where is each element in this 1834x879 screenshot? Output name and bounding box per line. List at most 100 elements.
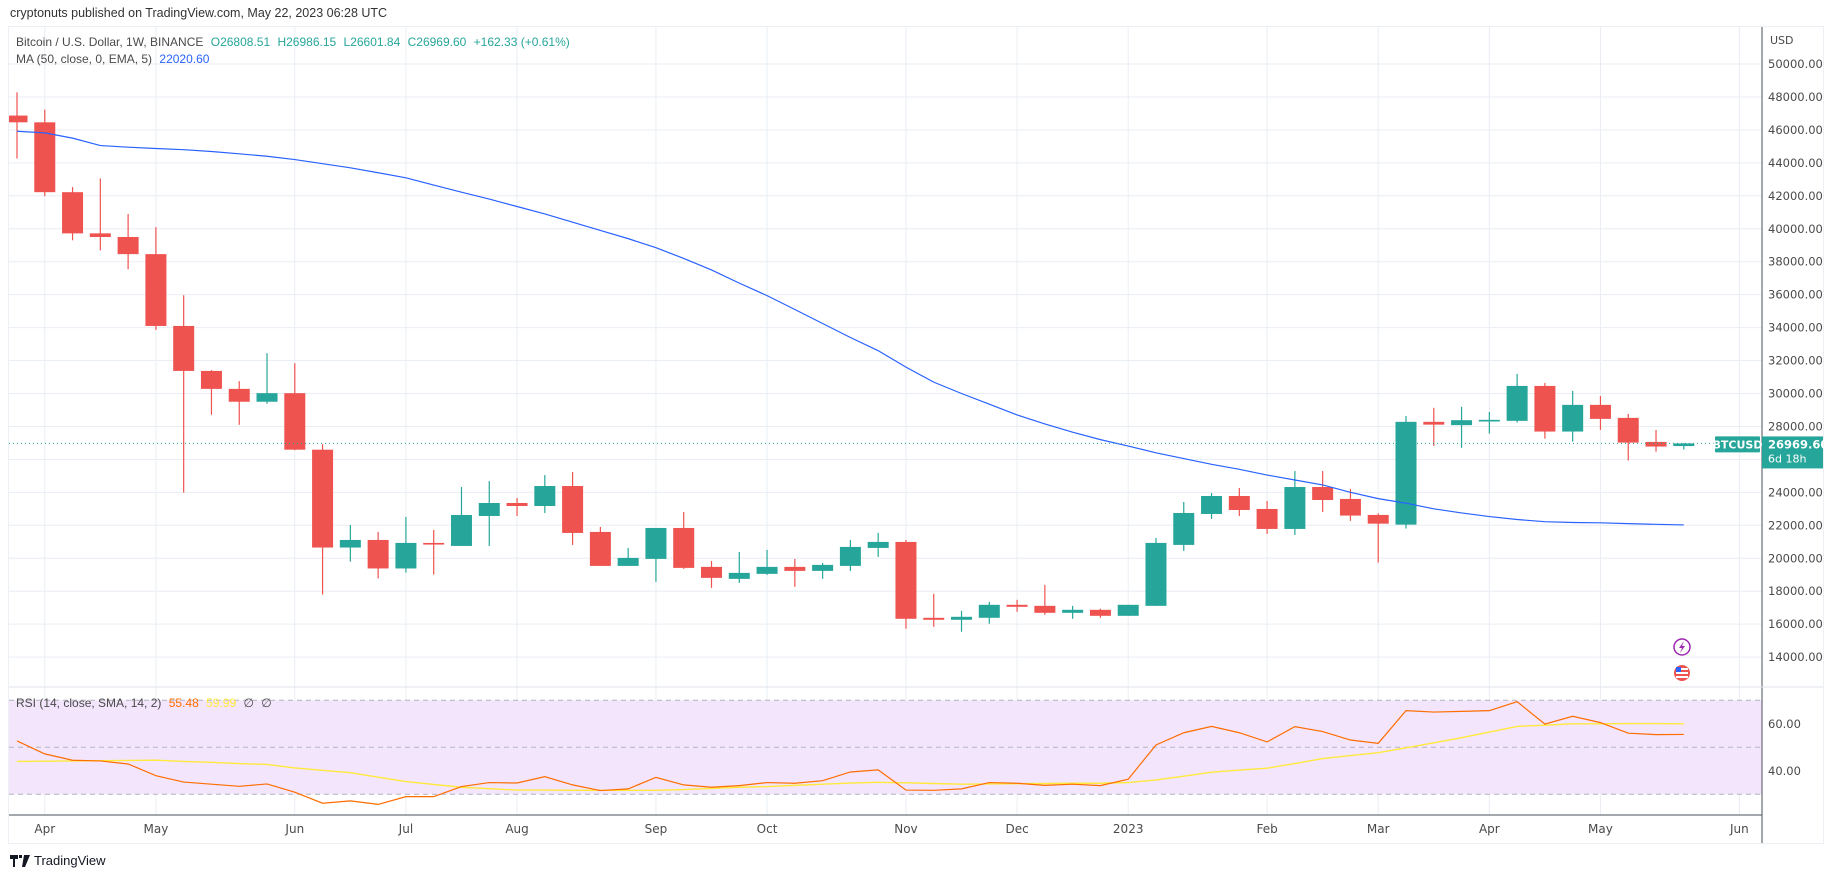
price-tick-label: 32000.00 bbox=[1768, 354, 1823, 368]
candle-60[interactable] bbox=[1673, 443, 1695, 450]
candle-body bbox=[1201, 496, 1223, 514]
price-tick-label: 50000.00 bbox=[1768, 57, 1823, 71]
candle-23[interactable] bbox=[645, 527, 667, 582]
candle-51[interactable] bbox=[1423, 407, 1445, 446]
candle-43[interactable] bbox=[1201, 493, 1223, 519]
candle-34[interactable] bbox=[951, 610, 973, 632]
candle-41[interactable] bbox=[1145, 537, 1167, 606]
candle-44[interactable] bbox=[1228, 488, 1250, 516]
close-value: C26969.60 bbox=[407, 35, 467, 49]
candle-3[interactable] bbox=[89, 178, 111, 251]
candle-12[interactable] bbox=[339, 524, 361, 562]
candle-50[interactable] bbox=[1395, 415, 1417, 529]
candle-9[interactable] bbox=[256, 353, 278, 404]
candle-8[interactable] bbox=[228, 381, 250, 425]
candle-39[interactable] bbox=[1089, 608, 1111, 618]
candle-33[interactable] bbox=[923, 593, 945, 627]
candle-56[interactable] bbox=[1562, 390, 1584, 442]
candle-body bbox=[951, 616, 973, 620]
candle-49[interactable] bbox=[1367, 513, 1389, 563]
high-value: H26986.15 bbox=[277, 35, 337, 49]
candle-54[interactable] bbox=[1506, 373, 1528, 423]
candle-5[interactable] bbox=[145, 227, 167, 330]
candle-body bbox=[173, 325, 195, 371]
price-tick-label: 48000.00 bbox=[1768, 90, 1823, 104]
candle-30[interactable] bbox=[839, 539, 861, 571]
candle-0[interactable] bbox=[7, 92, 28, 159]
candle-47[interactable] bbox=[1312, 471, 1334, 512]
candle-body bbox=[1395, 421, 1417, 525]
candle-22[interactable] bbox=[617, 547, 639, 566]
countdown-label: 6d 18h bbox=[1768, 452, 1806, 465]
candle-body bbox=[312, 449, 334, 548]
candle-24[interactable] bbox=[673, 511, 695, 569]
candle-38[interactable] bbox=[1062, 605, 1084, 619]
candle-32[interactable] bbox=[895, 539, 917, 629]
candle-21[interactable] bbox=[589, 526, 611, 566]
price-tick-label: 16000.00 bbox=[1768, 617, 1823, 631]
candle-body bbox=[478, 502, 500, 516]
candle-13[interactable] bbox=[367, 531, 389, 579]
lightning-event-icon[interactable] bbox=[1673, 638, 1691, 656]
candle-6[interactable] bbox=[173, 295, 195, 493]
candle-18[interactable] bbox=[506, 498, 528, 516]
candle-45[interactable] bbox=[1256, 500, 1278, 534]
candle-57[interactable] bbox=[1589, 395, 1611, 430]
candle-55[interactable] bbox=[1534, 382, 1556, 439]
candle-body bbox=[867, 541, 889, 548]
candle-body bbox=[395, 542, 417, 569]
candle-11[interactable] bbox=[312, 444, 334, 595]
candle-body bbox=[645, 527, 667, 559]
price-tick-label: 36000.00 bbox=[1768, 288, 1823, 302]
candle-body bbox=[1006, 604, 1028, 607]
candle-10[interactable] bbox=[284, 363, 306, 451]
candle-17[interactable] bbox=[478, 481, 500, 546]
candle-15[interactable] bbox=[423, 529, 445, 575]
candle-body bbox=[923, 617, 945, 620]
candle-52[interactable] bbox=[1451, 406, 1473, 448]
candle-1[interactable] bbox=[34, 109, 56, 197]
candle-20[interactable] bbox=[562, 472, 584, 545]
rsi-lines bbox=[16, 701, 1684, 806]
time-tick-label: May bbox=[143, 822, 168, 836]
symbol-legend[interactable]: Bitcoin / U.S. Dollar, 1W, BINANCE O2680… bbox=[16, 35, 574, 49]
candle-2[interactable] bbox=[62, 187, 84, 241]
candle-19[interactable] bbox=[534, 475, 556, 513]
candle-body bbox=[1117, 604, 1139, 616]
candle-body bbox=[450, 514, 472, 546]
candle-35[interactable] bbox=[978, 601, 1000, 624]
candle-16[interactable] bbox=[450, 487, 472, 546]
candle-26[interactable] bbox=[728, 551, 750, 583]
tradingview-logo[interactable]: TradingView bbox=[10, 853, 106, 868]
time-tick-label: Jun bbox=[1729, 822, 1749, 836]
candle-28[interactable] bbox=[784, 558, 806, 587]
candle-25[interactable] bbox=[701, 560, 722, 588]
candle-29[interactable] bbox=[812, 562, 834, 579]
candle-body bbox=[1089, 609, 1111, 616]
candle-58[interactable] bbox=[1617, 413, 1639, 461]
candle-37[interactable] bbox=[1034, 584, 1056, 615]
candle-body bbox=[756, 566, 778, 574]
candle-4[interactable] bbox=[117, 214, 139, 270]
symbol-tag[interactable]: BTCUSD bbox=[1713, 436, 1763, 453]
us-flag-event-icon[interactable] bbox=[1674, 665, 1690, 681]
time-tick-label: Feb bbox=[1256, 822, 1277, 836]
candle-46[interactable] bbox=[1284, 471, 1306, 535]
ma-legend[interactable]: MA (50, close, 0, EMA, 5) 22020.60 bbox=[16, 52, 213, 66]
candle-59[interactable] bbox=[1645, 429, 1667, 452]
candle-48[interactable] bbox=[1339, 488, 1361, 521]
candle-42[interactable] bbox=[1173, 501, 1195, 551]
candle-31[interactable] bbox=[867, 532, 889, 557]
candle-27[interactable] bbox=[756, 549, 778, 575]
candle-53[interactable] bbox=[1478, 411, 1500, 434]
candle-body bbox=[1451, 420, 1473, 426]
candle-40[interactable] bbox=[1117, 604, 1139, 616]
candle-36[interactable] bbox=[1006, 599, 1028, 612]
candle-body bbox=[1034, 605, 1056, 613]
rsi-legend[interactable]: RSI (14, close, SMA, 14, 2) 55.48 59.99 … bbox=[16, 696, 276, 710]
candle-7[interactable] bbox=[200, 370, 222, 415]
rsi-sma-line bbox=[16, 722, 1684, 792]
candle-14[interactable] bbox=[395, 516, 417, 573]
